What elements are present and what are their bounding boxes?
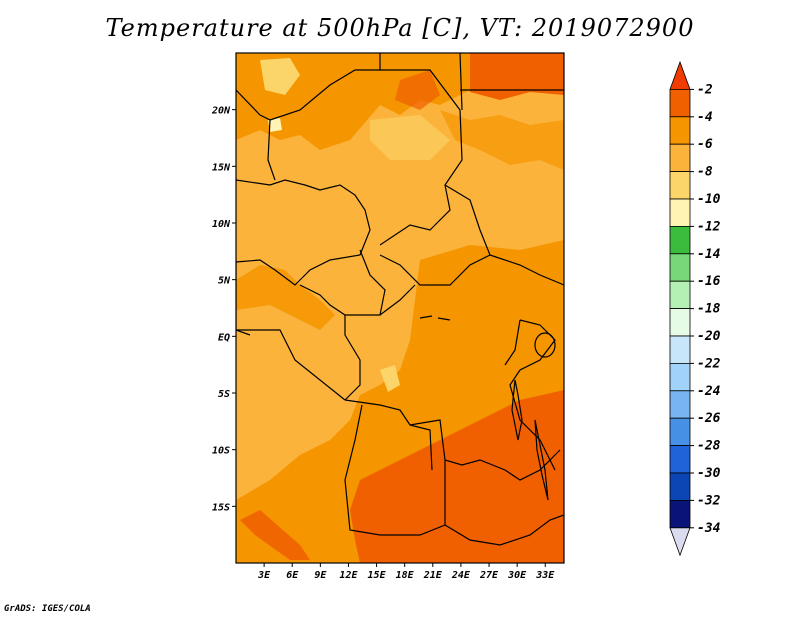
lon-tick-label: 30E <box>507 570 527 581</box>
colorbar-label: -20 <box>697 329 721 344</box>
lon-tick-label: 18E <box>396 570 415 581</box>
colorbar-box <box>669 499 691 529</box>
lon-tick-label: 33E <box>535 570 555 581</box>
colorbar-box <box>669 362 691 392</box>
colorbar-bottom-triangle <box>669 527 691 557</box>
lon-tick-label: 24E <box>451 570 471 581</box>
colorbar-boxes <box>669 60 691 557</box>
contour-band-2-4 <box>240 510 310 560</box>
lat-tick-label: EQ <box>218 332 230 343</box>
colorbar-label: -2 <box>697 82 713 97</box>
country-borders <box>236 53 564 546</box>
colorbar-box <box>669 445 691 474</box>
colorbar-box <box>669 308 691 337</box>
lon-tick-label: 12E <box>339 570 358 581</box>
colorbar-label: -18 <box>697 302 721 317</box>
colorbar-box <box>669 472 691 501</box>
lat-tick-label: 10S <box>212 446 230 457</box>
lon-tick-label: 15E <box>368 570 387 581</box>
colorbar-label: -32 <box>697 493 721 508</box>
latitude-axis: 20N 15N 10N 5N EQ 5S 10S 15S <box>211 106 236 513</box>
map-frame <box>235 52 565 564</box>
colorbar-box <box>669 417 691 447</box>
lat-tick-label: 5S <box>218 389 230 400</box>
chart-title: Temperature at 500hPa [C], VT: 201907290… <box>105 14 695 42</box>
colorbar-label: -28 <box>697 439 721 454</box>
lat-tick-label: 5N <box>218 276 231 287</box>
longitude-axis: 3E 6E 9E 12E 15E 18E 21E 24E 27E 30E 33E <box>257 563 555 581</box>
lakes <box>419 315 556 501</box>
colorbar-box <box>669 116 691 145</box>
colorbar-box <box>669 390 691 419</box>
colorbar-label: -8 <box>697 165 713 180</box>
contour-band-2-4 <box>470 53 564 100</box>
contour-band-8-10 <box>370 115 450 160</box>
colorbar-box <box>669 143 691 172</box>
colorbar-label: -4 <box>697 110 713 125</box>
contour-band-2-4 <box>395 70 440 110</box>
lat-tick-label: 15S <box>212 502 230 513</box>
colorbar-label: -30 <box>697 466 721 481</box>
lon-tick-label: 9E <box>314 570 327 581</box>
contour-band-4-6 <box>440 110 564 170</box>
colorbar-label: -6 <box>697 137 713 152</box>
lon-tick-label: 27E <box>479 570 499 581</box>
colorbar-label: -24 <box>697 384 721 399</box>
lat-tick-label: 15N <box>212 162 231 173</box>
grads-credit: GrADS: IGES/COLA <box>4 604 91 614</box>
colorbar-label: -12 <box>697 219 721 234</box>
colorbar-box <box>669 225 691 255</box>
colorbar-box <box>669 171 691 200</box>
colorbar-labels: -2 -4 -6 -8 -10 -12 -14 -16 -18 -20 -22 -24 -26 -28 -3… <box>690 82 721 536</box>
colorbar-label: -16 <box>697 274 721 289</box>
colorbar-label: -22 <box>697 356 721 371</box>
colorbar-box <box>669 280 691 310</box>
contour-band-4-6 <box>236 265 335 330</box>
colorbar-box <box>669 198 691 227</box>
contour-band-8-10 <box>260 58 300 95</box>
colorbar-label: -34 <box>697 521 721 536</box>
colorbar-label: -10 <box>697 192 721 207</box>
contour-band-8-10 <box>380 365 400 392</box>
lon-tick-label: 21E <box>423 570 443 581</box>
lat-tick-label: 10N <box>212 219 231 230</box>
colorbar-label: -26 <box>697 411 721 426</box>
colorbar-label: -14 <box>697 247 721 262</box>
lon-tick-label: 6E <box>286 570 299 581</box>
colorbar-top-triangle <box>669 60 691 90</box>
lon-tick-label: 3E <box>257 570 271 581</box>
colorbar-box <box>669 335 691 364</box>
temperature-field <box>236 53 564 563</box>
colorbar-box <box>669 89 691 118</box>
colorbar-box <box>669 253 691 282</box>
lat-tick-label: 20N <box>211 106 231 117</box>
contour-band-2-4 <box>350 390 564 563</box>
contour-band-10-12 <box>268 118 282 132</box>
